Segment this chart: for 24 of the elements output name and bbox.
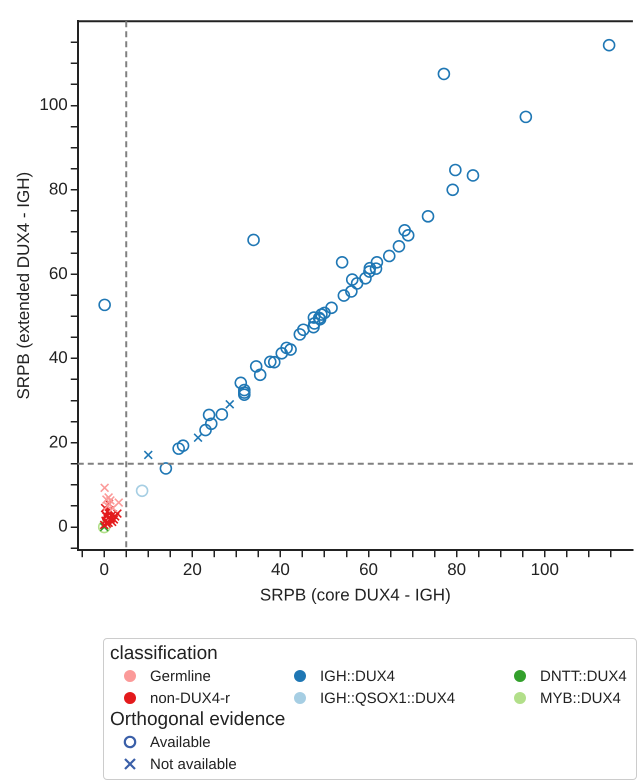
x-tick-label: 40 — [270, 560, 290, 580]
y-axis-title: SRPB (extended DUX4 - IGH) — [14, 172, 33, 400]
legend-label: MYB::DUX4 — [540, 690, 621, 706]
legend-label: IGH::QSOX1::DUX4 — [320, 690, 456, 706]
y-tick-label: 100 — [39, 95, 68, 114]
x-tick-label: 0 — [99, 560, 109, 580]
y-tick-label: 20 — [48, 432, 68, 452]
y-tick-label: 0 — [58, 516, 68, 536]
legend-title: classification — [110, 643, 219, 665]
x-tick-label: 100 — [530, 560, 559, 580]
y-tick-label: 60 — [48, 264, 68, 283]
x-tick-label: 60 — [359, 560, 378, 580]
y-tick-label: 80 — [48, 179, 68, 198]
legend-label: IGH::DUX4 — [320, 668, 396, 684]
x-axis-title: SRPB (core DUX4 - IGH) — [260, 585, 451, 604]
legend-label: Germline — [150, 668, 211, 684]
legend-label: Not available — [150, 756, 237, 772]
text: Orthogonal evidence — [110, 709, 286, 731]
x-tick-label: 80 — [447, 560, 466, 580]
x-tick-label: 20 — [182, 560, 202, 580]
legend-label: Available — [150, 734, 211, 750]
legend-label: DNTT::DUX4 — [540, 668, 627, 684]
y-tick-label: 40 — [48, 348, 68, 368]
legend-label: non-DUX4-r — [150, 690, 230, 706]
